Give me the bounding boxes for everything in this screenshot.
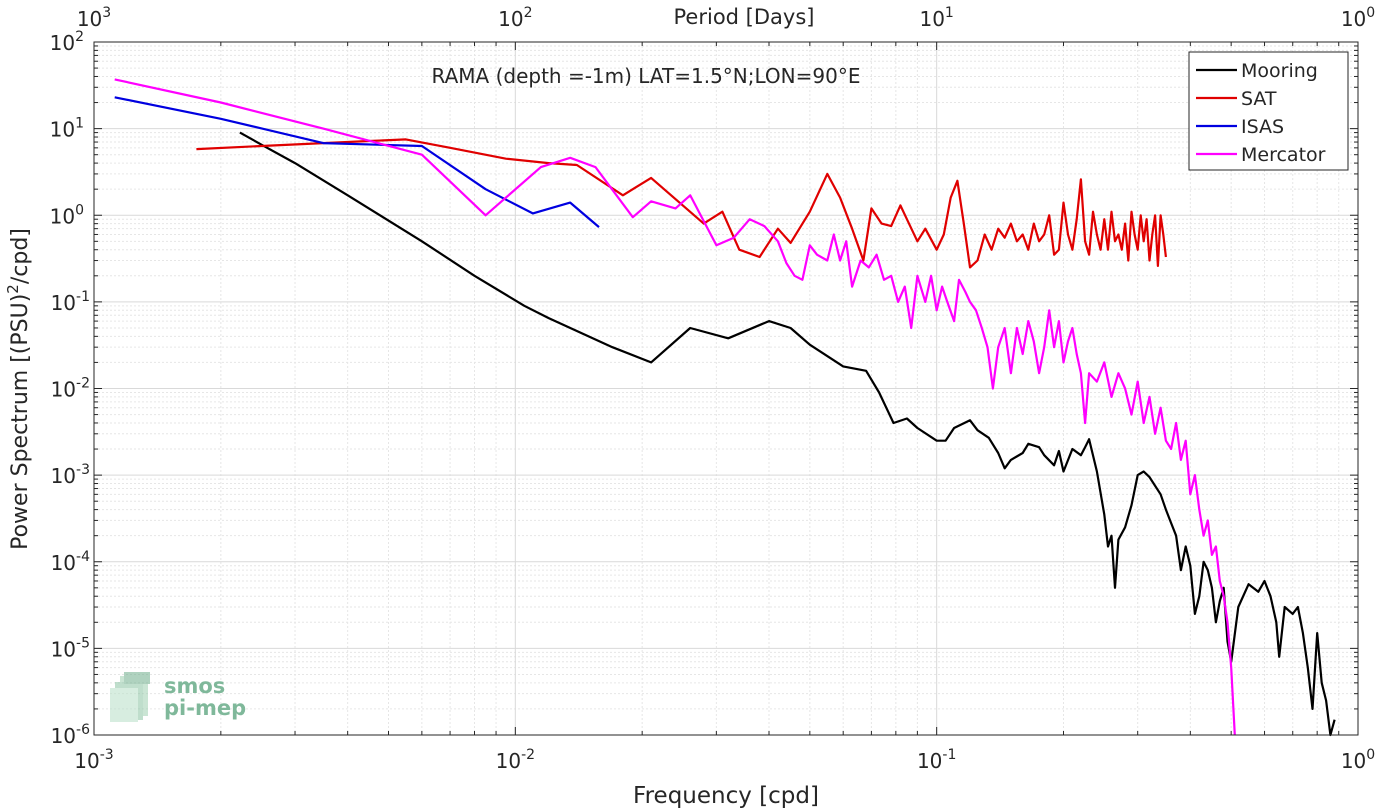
legend-label-mooring: Mooring xyxy=(1241,60,1318,82)
top-tick-label: 101 xyxy=(919,5,953,31)
x-tick-label: 10-2 xyxy=(496,747,535,773)
x-tick-label-base: 10 xyxy=(496,749,521,773)
top-tick-labels: 103 102 101 100 xyxy=(77,5,1375,31)
x-tick-label-exponent: -1 xyxy=(942,747,956,763)
y-tick-label: 10-2 xyxy=(51,376,90,402)
y-axis-label-unit: /cpd] xyxy=(8,228,33,284)
top-axis-label: Period [Days] xyxy=(674,5,815,29)
x-axis-label: Frequency [cpd] xyxy=(633,783,819,809)
top-tick-label-exponent: 2 xyxy=(524,5,533,21)
axis-ticks xyxy=(93,41,1359,736)
y-tick-label-base: 10 xyxy=(50,118,75,142)
legend-label-isas: ISAS xyxy=(1241,116,1284,138)
x-tick-label-base: 10 xyxy=(917,749,942,773)
series-line-sat xyxy=(196,138,1167,269)
logo-text-smos: smos xyxy=(164,674,225,698)
legend-box xyxy=(1188,51,1349,171)
top-tick-label: 103 xyxy=(77,5,111,31)
y-tick-label-exponent: 2 xyxy=(75,29,84,45)
y-tick-label-base: 10 xyxy=(51,637,76,661)
y-tick-label-exponent: -5 xyxy=(76,635,90,651)
y-axis-label-sup: 2 xyxy=(4,284,22,294)
y-tick-label-base: 10 xyxy=(50,31,75,55)
y-tick-label-base: 10 xyxy=(50,204,75,228)
y-tick-label: 101 xyxy=(50,116,84,142)
top-tick-label-base: 10 xyxy=(1341,7,1366,31)
x-tick-label: 10-1 xyxy=(917,747,956,773)
logo-text-pi-mep: pi-mep xyxy=(164,696,246,720)
y-tick-label-exponent: 0 xyxy=(75,202,84,218)
legend-label-mercator: Mercator xyxy=(1241,144,1326,166)
legend-label-sat: SAT xyxy=(1241,88,1277,110)
y-tick-label: 10-6 xyxy=(51,722,91,748)
top-tick-label-exponent: 3 xyxy=(102,5,111,21)
y-tick-label-base: 10 xyxy=(51,291,76,315)
y-tick-label-exponent: -3 xyxy=(76,462,90,478)
logo-icon xyxy=(110,672,150,722)
y-tick-label-base: 10 xyxy=(51,378,76,402)
x-tick-label: 10-3 xyxy=(74,747,113,773)
top-tick-label-exponent: 1 xyxy=(945,5,954,21)
y-tick-label: 10-4 xyxy=(51,549,91,575)
top-tick-label-base: 10 xyxy=(77,7,102,31)
y-axis-label-main: Power Spectrum [(PSU) xyxy=(8,294,33,550)
y-tick-label-exponent: 1 xyxy=(75,116,84,132)
x-tick-label-exponent: -2 xyxy=(521,747,535,763)
y-tick-label-exponent: -6 xyxy=(76,722,90,738)
y-tick-label-base: 10 xyxy=(51,464,76,488)
y-tick-label: 10-1 xyxy=(51,289,90,315)
top-tick-label-exponent: 0 xyxy=(1366,5,1375,21)
series-line-isas xyxy=(114,96,600,228)
y-tick-label-base: 10 xyxy=(51,551,76,575)
y-tick-label-base: 10 xyxy=(51,724,76,748)
series-line-mercator xyxy=(114,78,1236,736)
x-tick-labels: 10-3 10-2 10-1 100 xyxy=(74,747,1375,773)
y-tick-label-exponent: -1 xyxy=(76,289,90,305)
y-axis-label: Power Spectrum [(PSU)2/cpd] xyxy=(4,228,33,550)
x-tick-label: 100 xyxy=(1341,747,1375,773)
top-tick-label-base: 10 xyxy=(498,7,523,31)
y-tick-label-exponent: -2 xyxy=(76,376,90,392)
minor-grid xyxy=(94,42,1358,735)
top-tick-label: 102 xyxy=(498,5,532,31)
top-tick-label-base: 10 xyxy=(919,7,944,31)
y-tick-label-exponent: -4 xyxy=(76,549,90,565)
series-lines xyxy=(114,78,1336,737)
legend: Mooring SAT ISAS Mercator xyxy=(1188,51,1349,171)
x-tick-label-exponent: 0 xyxy=(1366,747,1375,763)
series-line-mooring xyxy=(239,131,1336,737)
x-tick-label-base: 10 xyxy=(74,749,99,773)
chart-title: RAMA (depth =-1m) LAT=1.5°N;LON=90°E xyxy=(432,64,861,88)
x-tick-label-base: 10 xyxy=(1341,749,1366,773)
top-tick-label: 100 xyxy=(1341,5,1375,31)
y-tick-label: 10-5 xyxy=(51,635,90,661)
y-tick-label: 100 xyxy=(50,202,84,228)
smos-pi-mep-logo: smos pi-mep xyxy=(110,672,246,722)
y-tick-label: 102 xyxy=(50,29,84,55)
x-tick-label-exponent: -3 xyxy=(100,747,114,763)
y-tick-label: 10-3 xyxy=(51,462,90,488)
